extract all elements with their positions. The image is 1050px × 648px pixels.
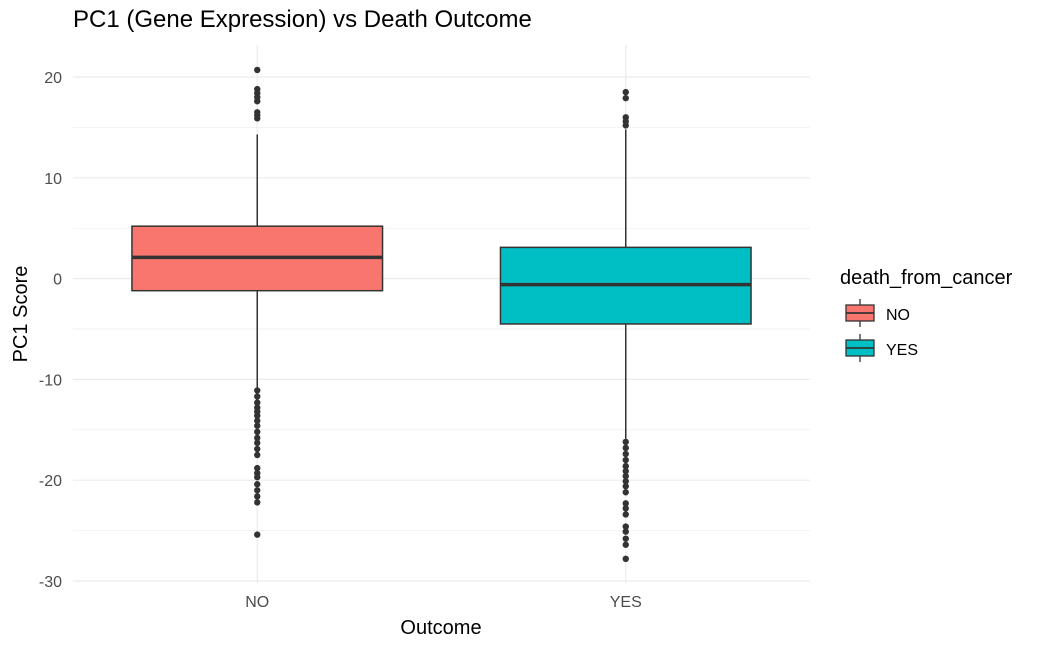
axis-layer: -30 -20 -10 0 10 20 NO YES xyxy=(39,70,642,611)
outlier-point xyxy=(254,399,261,406)
outlier-point xyxy=(254,487,261,494)
outlier-point xyxy=(622,511,629,518)
outlier-point xyxy=(622,462,629,470)
outlier-point xyxy=(622,478,629,485)
legend-title: death_from_cancer xyxy=(840,267,1013,289)
outlier-point xyxy=(622,500,629,507)
outlier-point xyxy=(254,428,261,436)
outlier-point xyxy=(254,412,261,419)
outlier-point xyxy=(254,451,261,459)
outlier-point xyxy=(622,535,629,542)
outlier-point xyxy=(622,467,629,475)
y-tick-label: 20 xyxy=(44,70,62,87)
outlier-point xyxy=(254,531,261,538)
outlier-point xyxy=(622,88,629,96)
outlier-point xyxy=(254,493,261,500)
outlier-point xyxy=(254,422,261,429)
y-tick-label: 10 xyxy=(44,171,62,188)
outlier-point xyxy=(622,472,629,480)
chart-title: PC1 (Gene Expression) vs Death Outcome xyxy=(73,6,532,33)
outlier-point xyxy=(622,555,629,563)
outlier-point xyxy=(622,94,629,102)
outlier-point xyxy=(622,122,629,129)
outlier-point xyxy=(622,456,629,464)
outlier-point xyxy=(254,445,261,453)
outlier-point xyxy=(622,489,629,496)
y-tick-label: -30 xyxy=(39,574,62,591)
y-tick-label: 0 xyxy=(53,272,62,289)
outlier-point xyxy=(254,434,261,442)
outlier-point xyxy=(622,444,629,452)
box-layer xyxy=(131,66,752,563)
outlier-point xyxy=(254,464,261,472)
outlier-point xyxy=(622,505,629,512)
outlier-point xyxy=(254,97,261,105)
outlier-point xyxy=(254,66,261,74)
outlier-point xyxy=(254,439,261,447)
legend: death_from_cancer NO YES xyxy=(840,267,1013,362)
outlier-point xyxy=(622,438,629,446)
outlier-point xyxy=(622,450,629,458)
y-axis-title: PC1 Score xyxy=(10,266,32,363)
outlier-point xyxy=(254,499,261,506)
y-tick-label: -10 xyxy=(39,372,62,389)
outlier-point xyxy=(254,393,261,400)
x-tick-label: YES xyxy=(610,594,642,611)
outlier-point xyxy=(622,541,629,548)
y-tick-label: -20 xyxy=(39,473,62,490)
x-axis-title: Outcome xyxy=(400,617,481,639)
outlier-point xyxy=(254,115,261,122)
legend-label-yes: YES xyxy=(886,342,918,359)
outlier-point xyxy=(254,473,261,481)
outlier-point xyxy=(622,523,629,530)
x-tick-label: NO xyxy=(245,594,269,611)
outlier-point xyxy=(254,481,261,488)
outlier-point xyxy=(254,387,261,394)
outlier-point xyxy=(622,528,629,535)
outlier-point xyxy=(254,417,261,424)
legend-label-no: NO xyxy=(886,307,910,324)
outlier-point xyxy=(622,483,629,490)
